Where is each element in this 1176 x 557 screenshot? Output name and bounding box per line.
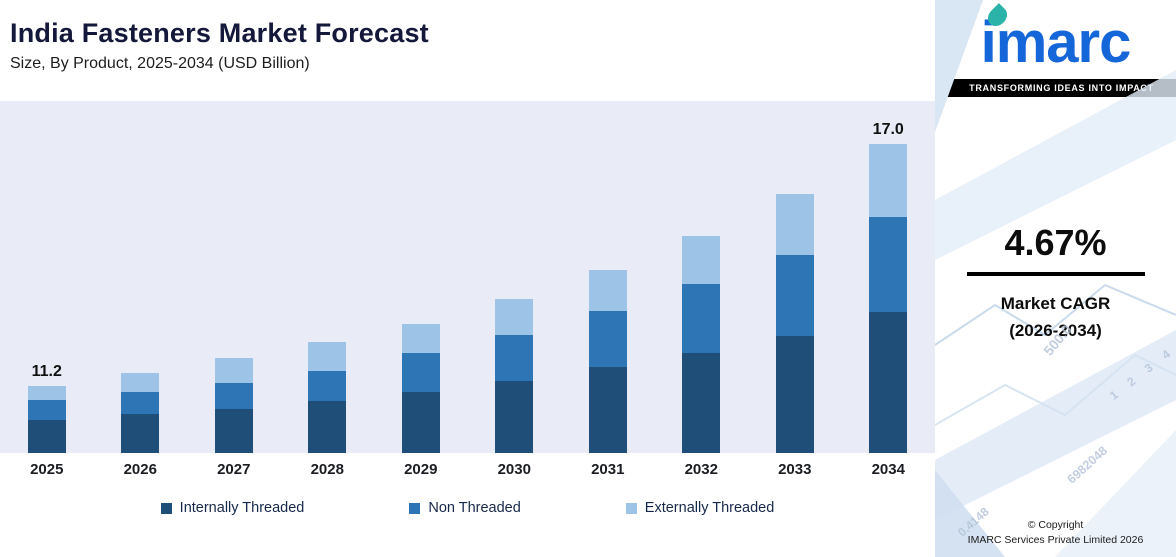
bar-segment-internally-threaded (775, 336, 814, 453)
bar-segment-externally-threaded (588, 270, 627, 311)
bar-segment-internally-threaded (27, 420, 66, 453)
bar-stack (214, 358, 253, 453)
copyright-line1: © Copyright (1027, 518, 1084, 531)
chart-panel: India Fasteners Market Forecast Size, By… (0, 18, 935, 516)
x-axis-label: 2027 (217, 461, 251, 478)
legend-swatch (160, 502, 172, 514)
bar-stack (775, 194, 814, 453)
bar-segment-non-threaded (308, 371, 347, 401)
bar-stack (495, 299, 534, 453)
bar-segment-externally-threaded (401, 324, 440, 353)
x-axis-label: 2028 (310, 461, 344, 478)
bar-stack (121, 373, 160, 453)
bar-stack (27, 386, 66, 453)
logo-row: imarc (935, 3, 1176, 72)
bar-segment-internally-threaded (214, 409, 253, 453)
bar-segment-non-threaded (869, 217, 908, 312)
x-axis-label: 2031 (591, 461, 625, 478)
x-axis-label: 2034 (871, 461, 905, 478)
bar-segment-externally-threaded (27, 386, 66, 400)
x-axis-label: 2030 (497, 461, 531, 478)
cagr-label-line2: (2026-2034) (1009, 321, 1102, 341)
legend-label: Externally Threaded (644, 500, 775, 516)
sidebar: imarc TRANSFORMING IDEAS INTO IMPACT 4.6… (935, 0, 1176, 557)
legend-swatch (409, 502, 421, 514)
bar-stack (401, 324, 440, 453)
copyright-line2: IMARC Services Private Limited 2026 (967, 534, 1144, 547)
bar-segment-internally-threaded (308, 401, 347, 453)
bar-segment-internally-threaded (401, 392, 440, 453)
bar-segment-externally-threaded (214, 358, 253, 383)
legend-item: Internally Threaded (160, 500, 305, 516)
page-title: India Fasteners Market Forecast (10, 18, 429, 48)
bar-stack (869, 144, 908, 453)
bar-stack (308, 342, 347, 453)
page-subtitle: Size, By Product, 2025-2034 (USD Billion… (10, 55, 310, 72)
bar-segment-externally-threaded (869, 144, 908, 217)
bar-segment-non-threaded (682, 284, 721, 353)
bar-segment-externally-threaded (682, 236, 721, 284)
bar-column (468, 101, 562, 453)
bar-column (748, 101, 842, 453)
bar-segment-internally-threaded (869, 312, 908, 453)
bar-column (561, 101, 655, 453)
bar-segment-non-threaded (588, 311, 627, 367)
bar-total-label: 11.2 (31, 363, 62, 380)
x-axis-label: 2032 (684, 461, 718, 478)
bar-column (374, 101, 468, 453)
cagr-block: 4.67% Market CAGR (2026-2034) (935, 222, 1176, 344)
cagr-value: 4.67% (1004, 222, 1107, 263)
bar-segment-non-threaded (401, 353, 440, 392)
bar-column (187, 101, 281, 453)
bar-segment-internally-threaded (495, 381, 534, 453)
bar-column (281, 101, 375, 453)
legend-label: Non Threaded (428, 500, 521, 516)
bar-segment-non-threaded (214, 383, 253, 409)
x-axis: 2025 2026 2027 2028 2029 2030 2031 2032 2033 2034 (0, 453, 935, 478)
legend-item: Externally Threaded (625, 500, 775, 516)
bar-column (655, 101, 749, 453)
bar-segment-externally-threaded (775, 194, 814, 255)
bar-segment-internally-threaded (121, 414, 160, 453)
bar-segment-non-threaded (27, 400, 66, 420)
cagr-label-line1: Market CAGR (1000, 294, 1111, 313)
legend-item: Non Threaded (409, 500, 521, 516)
bar-segment-externally-threaded (121, 373, 160, 392)
logo-tagline: TRANSFORMING IDEAS INTO IMPACT (947, 79, 1176, 97)
bar-column (94, 101, 188, 453)
bar-column: 11.2 (0, 101, 94, 453)
imarc-logo: imarc (981, 3, 1131, 72)
x-axis-label: 2025 (30, 461, 64, 478)
legend-label: Internally Threaded (179, 500, 305, 516)
bar-segment-externally-threaded (495, 299, 534, 335)
bar-segment-externally-threaded (308, 342, 347, 371)
logo-text: imarc (980, 10, 1132, 75)
bars-container: 11.2 17.0 (0, 101, 935, 453)
bar-stack (682, 236, 721, 453)
bar-stack (588, 270, 627, 453)
legend: Internally Threaded Non Threaded Externall… (0, 500, 935, 516)
bar-segment-non-threaded (495, 335, 534, 381)
bar-segment-internally-threaded (682, 353, 721, 453)
bar-total-label: 17.0 (872, 121, 904, 138)
legend-swatch (625, 502, 637, 514)
decor-number: 1 2 3 4 (1107, 343, 1176, 403)
title-block: India Fasteners Market Forecast Size, By… (0, 18, 935, 73)
x-axis-label: 2033 (778, 461, 812, 478)
bar-segment-non-threaded (121, 392, 160, 414)
decor-number: 6982048 (1064, 443, 1111, 487)
bar-column: 17.0 (842, 101, 936, 453)
bar-segment-non-threaded (775, 255, 814, 336)
plot-area: 11.2 17.0 (0, 101, 935, 453)
x-axis-label: 2026 (123, 461, 157, 478)
bar-segment-internally-threaded (588, 367, 627, 453)
x-axis-label: 2029 (404, 461, 438, 478)
cagr-divider (966, 272, 1145, 276)
copyright: © Copyright IMARC Services Private Limit… (935, 518, 1176, 550)
